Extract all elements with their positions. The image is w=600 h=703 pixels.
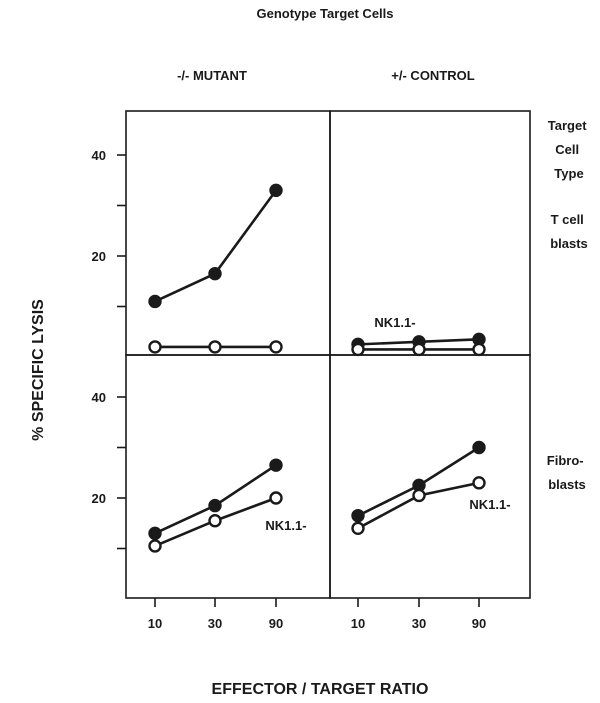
y-tick-label-20-row1: 20 (92, 491, 106, 506)
filled-point-p3-2 (472, 440, 486, 455)
series-line-p0-s0 (154, 189, 278, 303)
panel-label-p3: NK1.1- (469, 497, 510, 512)
panel-frame-r0-c1 (329, 110, 531, 356)
panel-frame-r0-c0 (125, 110, 331, 356)
panel-label-p2: NK1.1- (265, 518, 306, 533)
column-header-mutant: -/- MUTANT (177, 68, 247, 83)
open-point-p2-0 (148, 539, 162, 553)
open-point-p2-2 (269, 491, 283, 505)
filled-point-p2-1 (208, 498, 222, 513)
column-header-control: +/- CONTROL (391, 68, 474, 83)
filled-point-p3-0 (351, 508, 365, 523)
x-tick-label-c0-2: 90 (269, 616, 283, 631)
row-label-fibroblasts: Fibro- blasts (547, 453, 587, 492)
filled-point-p0-1 (208, 266, 222, 281)
open-point-p1-1 (412, 342, 426, 357)
open-point-p1-0 (351, 342, 365, 357)
filled-point-p0-2 (269, 183, 283, 198)
chart-title: Genotype Target Cells (256, 6, 393, 21)
open-point-p0-1 (208, 340, 222, 354)
open-point-p3-0 (351, 521, 365, 535)
open-point-p1-2 (472, 342, 486, 357)
x-axis-label: EFFECTOR / TARGET RATIO (212, 681, 429, 698)
y-tick-label-40-row0: 40 (92, 148, 106, 163)
panel-frame-r1-c0 (125, 354, 331, 599)
filled-point-p2-0 (148, 526, 162, 541)
open-point-p3-2 (472, 476, 486, 490)
x-tick-label-c1-2: 90 (472, 616, 486, 631)
filled-point-p2-2 (269, 458, 283, 472)
open-point-p0-2 (269, 340, 283, 354)
row-label-t-cell-blasts: T cell blasts (550, 212, 588, 251)
x-tick-label-c0-1: 30 (208, 616, 222, 631)
x-tick-label-c1-0: 10 (351, 616, 365, 631)
open-point-p3-1 (412, 488, 426, 503)
x-tick-label-c1-1: 30 (412, 616, 426, 631)
y-axis-label: % SPECIFIC LYSIS (30, 299, 47, 441)
open-point-p0-0 (148, 340, 162, 354)
panel-label-p0: NK1.1- (374, 315, 415, 330)
y-tick-label-40-row1: 40 (92, 390, 106, 405)
panel-frame-r1-c1 (329, 354, 531, 599)
filled-point-p0-0 (148, 294, 162, 309)
row-header-target-cell-type: Target Cell Type (548, 118, 590, 181)
y-tick-label-20-row0: 20 (92, 249, 106, 264)
plot-panels: 20 40 20 40 10 30 90 10 30 90 NK1.1- NK1.1- NK1.1- (92, 110, 531, 631)
x-tick-label-c0-0: 10 (148, 616, 162, 631)
open-point-p2-1 (208, 514, 222, 528)
